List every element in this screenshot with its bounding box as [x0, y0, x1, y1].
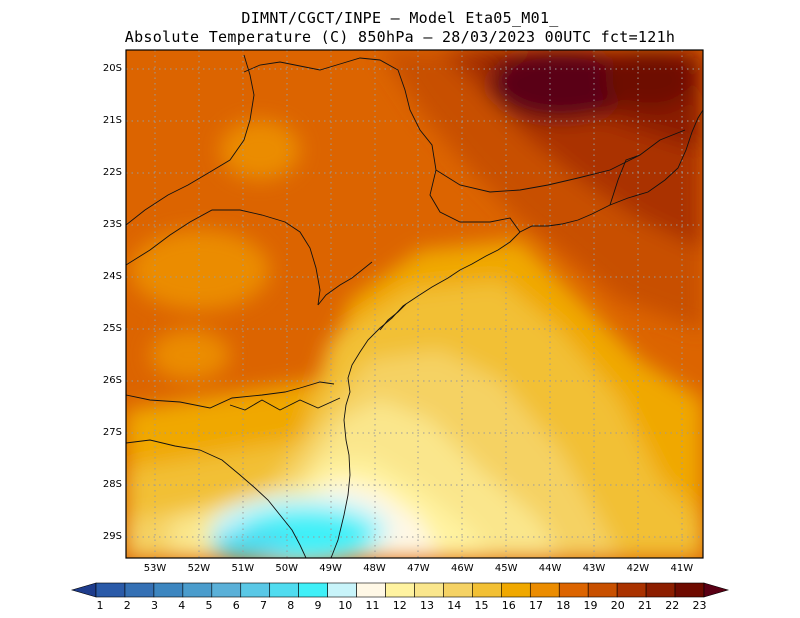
- lat-label-20s: 20S: [102, 63, 122, 74]
- lat-label-27s: 27S: [102, 427, 122, 438]
- colorbar-label-21: 21: [638, 599, 652, 612]
- colorbar-swatch-12: [385, 582, 415, 598]
- colorbar-swatch-8: [269, 582, 299, 598]
- lat-label-24s: 24S: [102, 271, 122, 282]
- lon-label-51w: 51W: [231, 563, 255, 574]
- colorbar-label-4: 4: [178, 599, 186, 612]
- lat-label-22s: 22S: [102, 167, 122, 178]
- colorbar-swatch-2: [95, 582, 126, 598]
- map-title-line1: DIMNT/CGCT/INPE — Model Eta05_M01_: [241, 9, 559, 27]
- colorbar-swatch-13: [414, 582, 444, 598]
- colorbar-label-23: 23: [692, 599, 707, 612]
- colorbar-label-1: 1: [96, 599, 104, 612]
- colorbar-label-18: 18: [556, 599, 571, 612]
- colorbar-label-11: 11: [365, 599, 380, 612]
- temperature-field: [126, 50, 703, 558]
- colorbar-swatch-4: [153, 582, 184, 598]
- colorbar-label-9: 9: [314, 599, 322, 612]
- lon-label-43w: 43W: [582, 563, 606, 574]
- colorbar-label-3: 3: [151, 599, 158, 612]
- lon-label-41w: 41W: [670, 563, 694, 574]
- coastline-borders: [126, 54, 703, 558]
- colorbar-swatch-16: [501, 582, 531, 598]
- lon-label-53w: 53W: [143, 563, 167, 574]
- colorbar-swatch-17: [529, 582, 560, 598]
- colorbar-label-22: 22: [665, 599, 680, 612]
- colorbar-swatch-1: [70, 582, 97, 598]
- lat-label-28s: 28S: [102, 479, 122, 490]
- lon-label-45w: 45W: [494, 563, 518, 574]
- colorbar-label-7: 7: [260, 599, 267, 612]
- colorbar-swatch-22: [674, 582, 705, 598]
- colorbar-swatch-21: [645, 582, 676, 598]
- map-title-line2: Absolute Temperature (C) 850hPa — 28/03/…: [124, 28, 676, 46]
- graticule: [126, 50, 703, 558]
- colorbar-label-17: 17: [529, 599, 543, 612]
- lon-label-48w: 48W: [363, 563, 386, 574]
- lat-label-25s: 25S: [102, 323, 122, 334]
- lon-label-46w: 46W: [450, 563, 474, 574]
- colorbar-label-6: 6: [232, 599, 240, 612]
- lat-label-21s: 21S: [102, 115, 122, 126]
- colorbar-label-10: 10: [338, 599, 353, 612]
- colorbar-swatch-19: [587, 582, 618, 598]
- lon-label-50w: 50W: [275, 563, 298, 574]
- colorbar-label-14: 14: [447, 599, 462, 612]
- colorbar-label-15: 15: [474, 599, 489, 612]
- colorbar-swatch-9: [298, 582, 328, 598]
- colorbar-swatch-15: [472, 582, 502, 598]
- colorbar-swatch-14: [443, 582, 473, 598]
- colorbar-label-8: 8: [287, 599, 295, 612]
- colorbar-swatch-11: [356, 582, 386, 598]
- colorbar-swatch-20: [616, 582, 647, 598]
- lon-label-49w: 49W: [319, 563, 342, 574]
- colorbar-swatch-3: [124, 582, 155, 598]
- lon-label-44w: 44W: [538, 563, 562, 574]
- colorbar-label-16: 16: [501, 599, 516, 612]
- colorbar-swatch-23: [703, 582, 730, 598]
- colorbar-label-12: 12: [392, 599, 407, 612]
- colorbar-label-13: 13: [420, 599, 434, 612]
- colorbar-label-2: 2: [123, 599, 131, 612]
- colorbar-swatch-7: [240, 582, 271, 598]
- colorbar-label-5: 5: [205, 599, 213, 612]
- map-frame: [125, 49, 704, 559]
- lon-label-47w: 47W: [407, 563, 430, 574]
- colorbar-swatch-18: [558, 582, 589, 598]
- lat-label-23s: 23S: [102, 219, 122, 230]
- colorbar-swatch-6: [211, 582, 242, 598]
- colorbar-swatch-10: [327, 582, 357, 598]
- colorbar-swatch-5: [182, 582, 213, 598]
- lat-label-29s: 29S: [102, 531, 122, 542]
- lon-label-42w: 42W: [626, 563, 650, 574]
- lon-label-52w: 52W: [187, 563, 211, 574]
- colorbar-label-20: 20: [610, 599, 625, 612]
- lat-label-26s: 26S: [102, 375, 122, 386]
- colorbar-label-19: 19: [583, 599, 598, 612]
- colorbar: [70, 582, 730, 598]
